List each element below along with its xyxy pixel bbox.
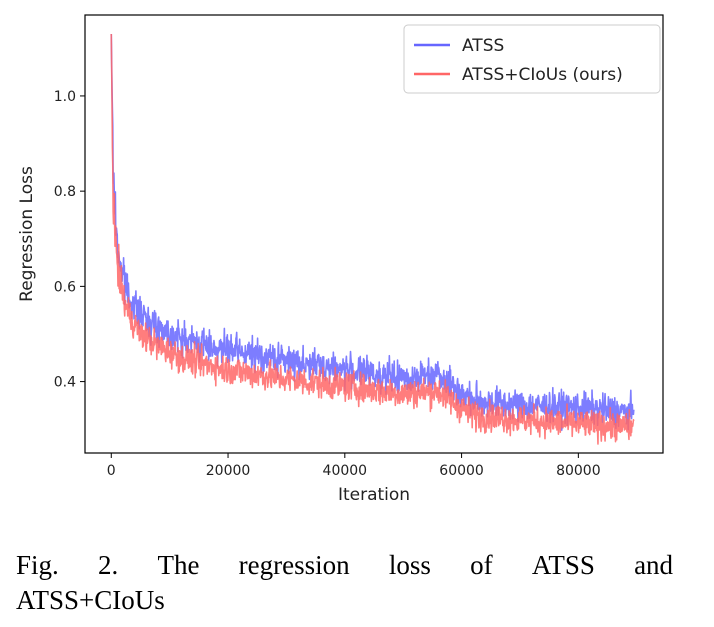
x-axis-label: Iteration [338,485,410,505]
y-tick-label: 0.8 [54,184,76,200]
y-tick-label: 0.6 [54,279,76,295]
series-line-atss-cious-ours [110,34,635,445]
y-tick-label: 0.4 [54,375,76,391]
legend: ATSS ATSS+CIoUs (ours) [403,24,661,94]
x-tick-label: 80000 [556,463,601,479]
legend-label-atss-cious: ATSS+CIoUs (ours) [462,65,623,85]
legend-label-atss: ATSS [462,36,504,56]
series-layer [110,34,635,445]
x-tick-label: 40000 [323,463,368,479]
y-tick-label: 1.0 [54,89,76,105]
figure-caption-line1: Fig. 2. The regression loss of ATSS and [16,548,673,582]
figure-caption-line2: ATSS+CIoUs [16,585,165,615]
caption-word: Fig. [16,550,59,580]
y-axis-label: Regression Loss [17,166,37,302]
x-tick-label: 0 [107,463,116,479]
caption-word: and [634,550,674,580]
caption-word: ATSS [531,550,595,580]
legend-frame [403,24,661,94]
caption-word: The [157,550,200,580]
caption-word: regression [238,550,350,580]
caption-word: of [470,550,493,580]
caption-word: 2. [98,550,119,580]
ticks-layer: 0 20000 40000 60000 80000 0.4 0.6 0.8 1.0 [54,89,601,479]
plot-frame [84,14,664,454]
loss-chart: 0 20000 40000 60000 80000 0.4 0.6 0.8 1.0 Iterat… [17,14,664,505]
x-tick-label: 60000 [439,463,484,479]
x-tick-label: 20000 [206,463,251,479]
caption-word: loss [388,550,431,580]
